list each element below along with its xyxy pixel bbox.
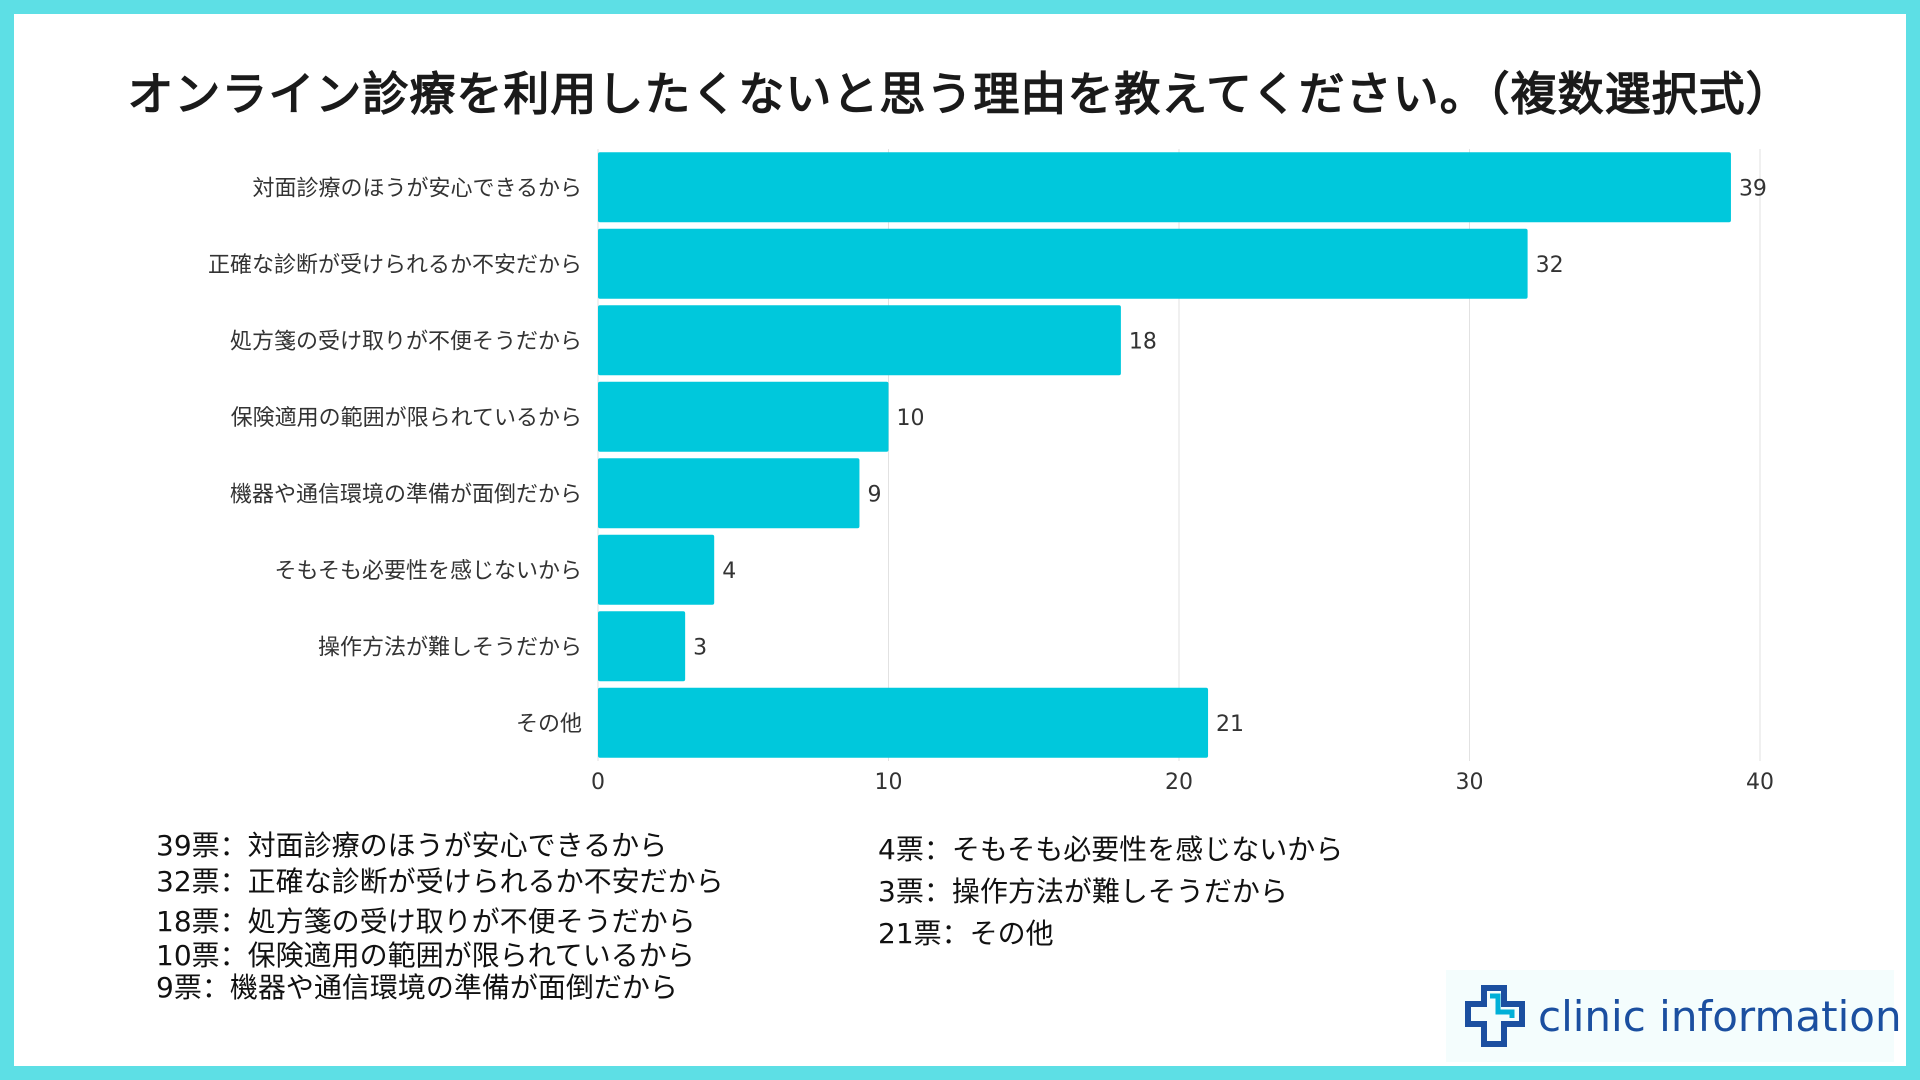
summary-line: 10票：保険適用の範囲が限られているから — [156, 939, 695, 972]
category-label: その他 — [516, 712, 582, 737]
category-label: 処方箋の受け取りが不便そうだから — [230, 329, 582, 354]
summary-line: 39票：対面診療のほうが安心できるから — [156, 829, 668, 862]
x-tick-label: 10 — [875, 770, 903, 795]
bar — [598, 687, 1209, 758]
bar — [598, 534, 715, 605]
x-tick-label: 30 — [1456, 770, 1484, 795]
summary-line: 4票：そもそも必要性を感じないから — [878, 833, 1344, 866]
summary-line: 3票：操作方法が難しそうだから — [878, 875, 1288, 908]
summary-line: 32票：正確な診断が受けられるか不安だから — [156, 865, 724, 898]
data-label: 32 — [1536, 253, 1564, 278]
data-label: 4 — [722, 559, 736, 584]
bar — [598, 228, 1528, 299]
bar — [598, 305, 1121, 376]
logo-text: clinic information — [1538, 992, 1902, 1041]
data-label: 21 — [1216, 712, 1244, 737]
page-frame: オンライン診療を利用したくないと思う理由を教えてください。（複数選択式） 0 10… — [14, 14, 1906, 1066]
summary-line: 9票：機器や通信環境の準備が面倒だから — [156, 971, 678, 1004]
chart-title: オンライン診療を利用したくないと思う理由を教えてください。（複数選択式） — [127, 67, 1793, 121]
category-label: 保険適用の範囲が限られているから — [231, 406, 582, 431]
category-label: 正確な診断が受けられるか不安だから — [208, 253, 582, 278]
bar — [598, 152, 1731, 223]
summary-line: 21票：その他 — [878, 917, 1054, 950]
medical-cross-icon — [1465, 985, 1525, 1047]
data-label: 9 — [867, 482, 881, 507]
category-label: 操作方法が難しそうだから — [318, 635, 582, 660]
data-label: 3 — [693, 635, 707, 660]
category-label: そもそも必要性を感じないから — [274, 559, 582, 584]
summary-line: 18票：処方箋の受け取りが不便そうだから — [156, 905, 696, 938]
bar — [598, 381, 889, 452]
bar — [598, 458, 860, 529]
x-tick-label: 0 — [591, 770, 605, 795]
data-label: 39 — [1739, 176, 1767, 201]
data-label: 18 — [1129, 329, 1157, 354]
x-tick-label: 40 — [1746, 770, 1774, 795]
data-label: 10 — [897, 406, 925, 431]
category-label: 機器や通信環境の準備が面倒だから — [230, 482, 582, 507]
x-tick-label: 20 — [1165, 770, 1193, 795]
category-label: 対面診療のほうが安心できるから — [252, 176, 582, 201]
clinic-information-logo: clinic information — [1446, 970, 1902, 1062]
bar — [598, 611, 686, 682]
